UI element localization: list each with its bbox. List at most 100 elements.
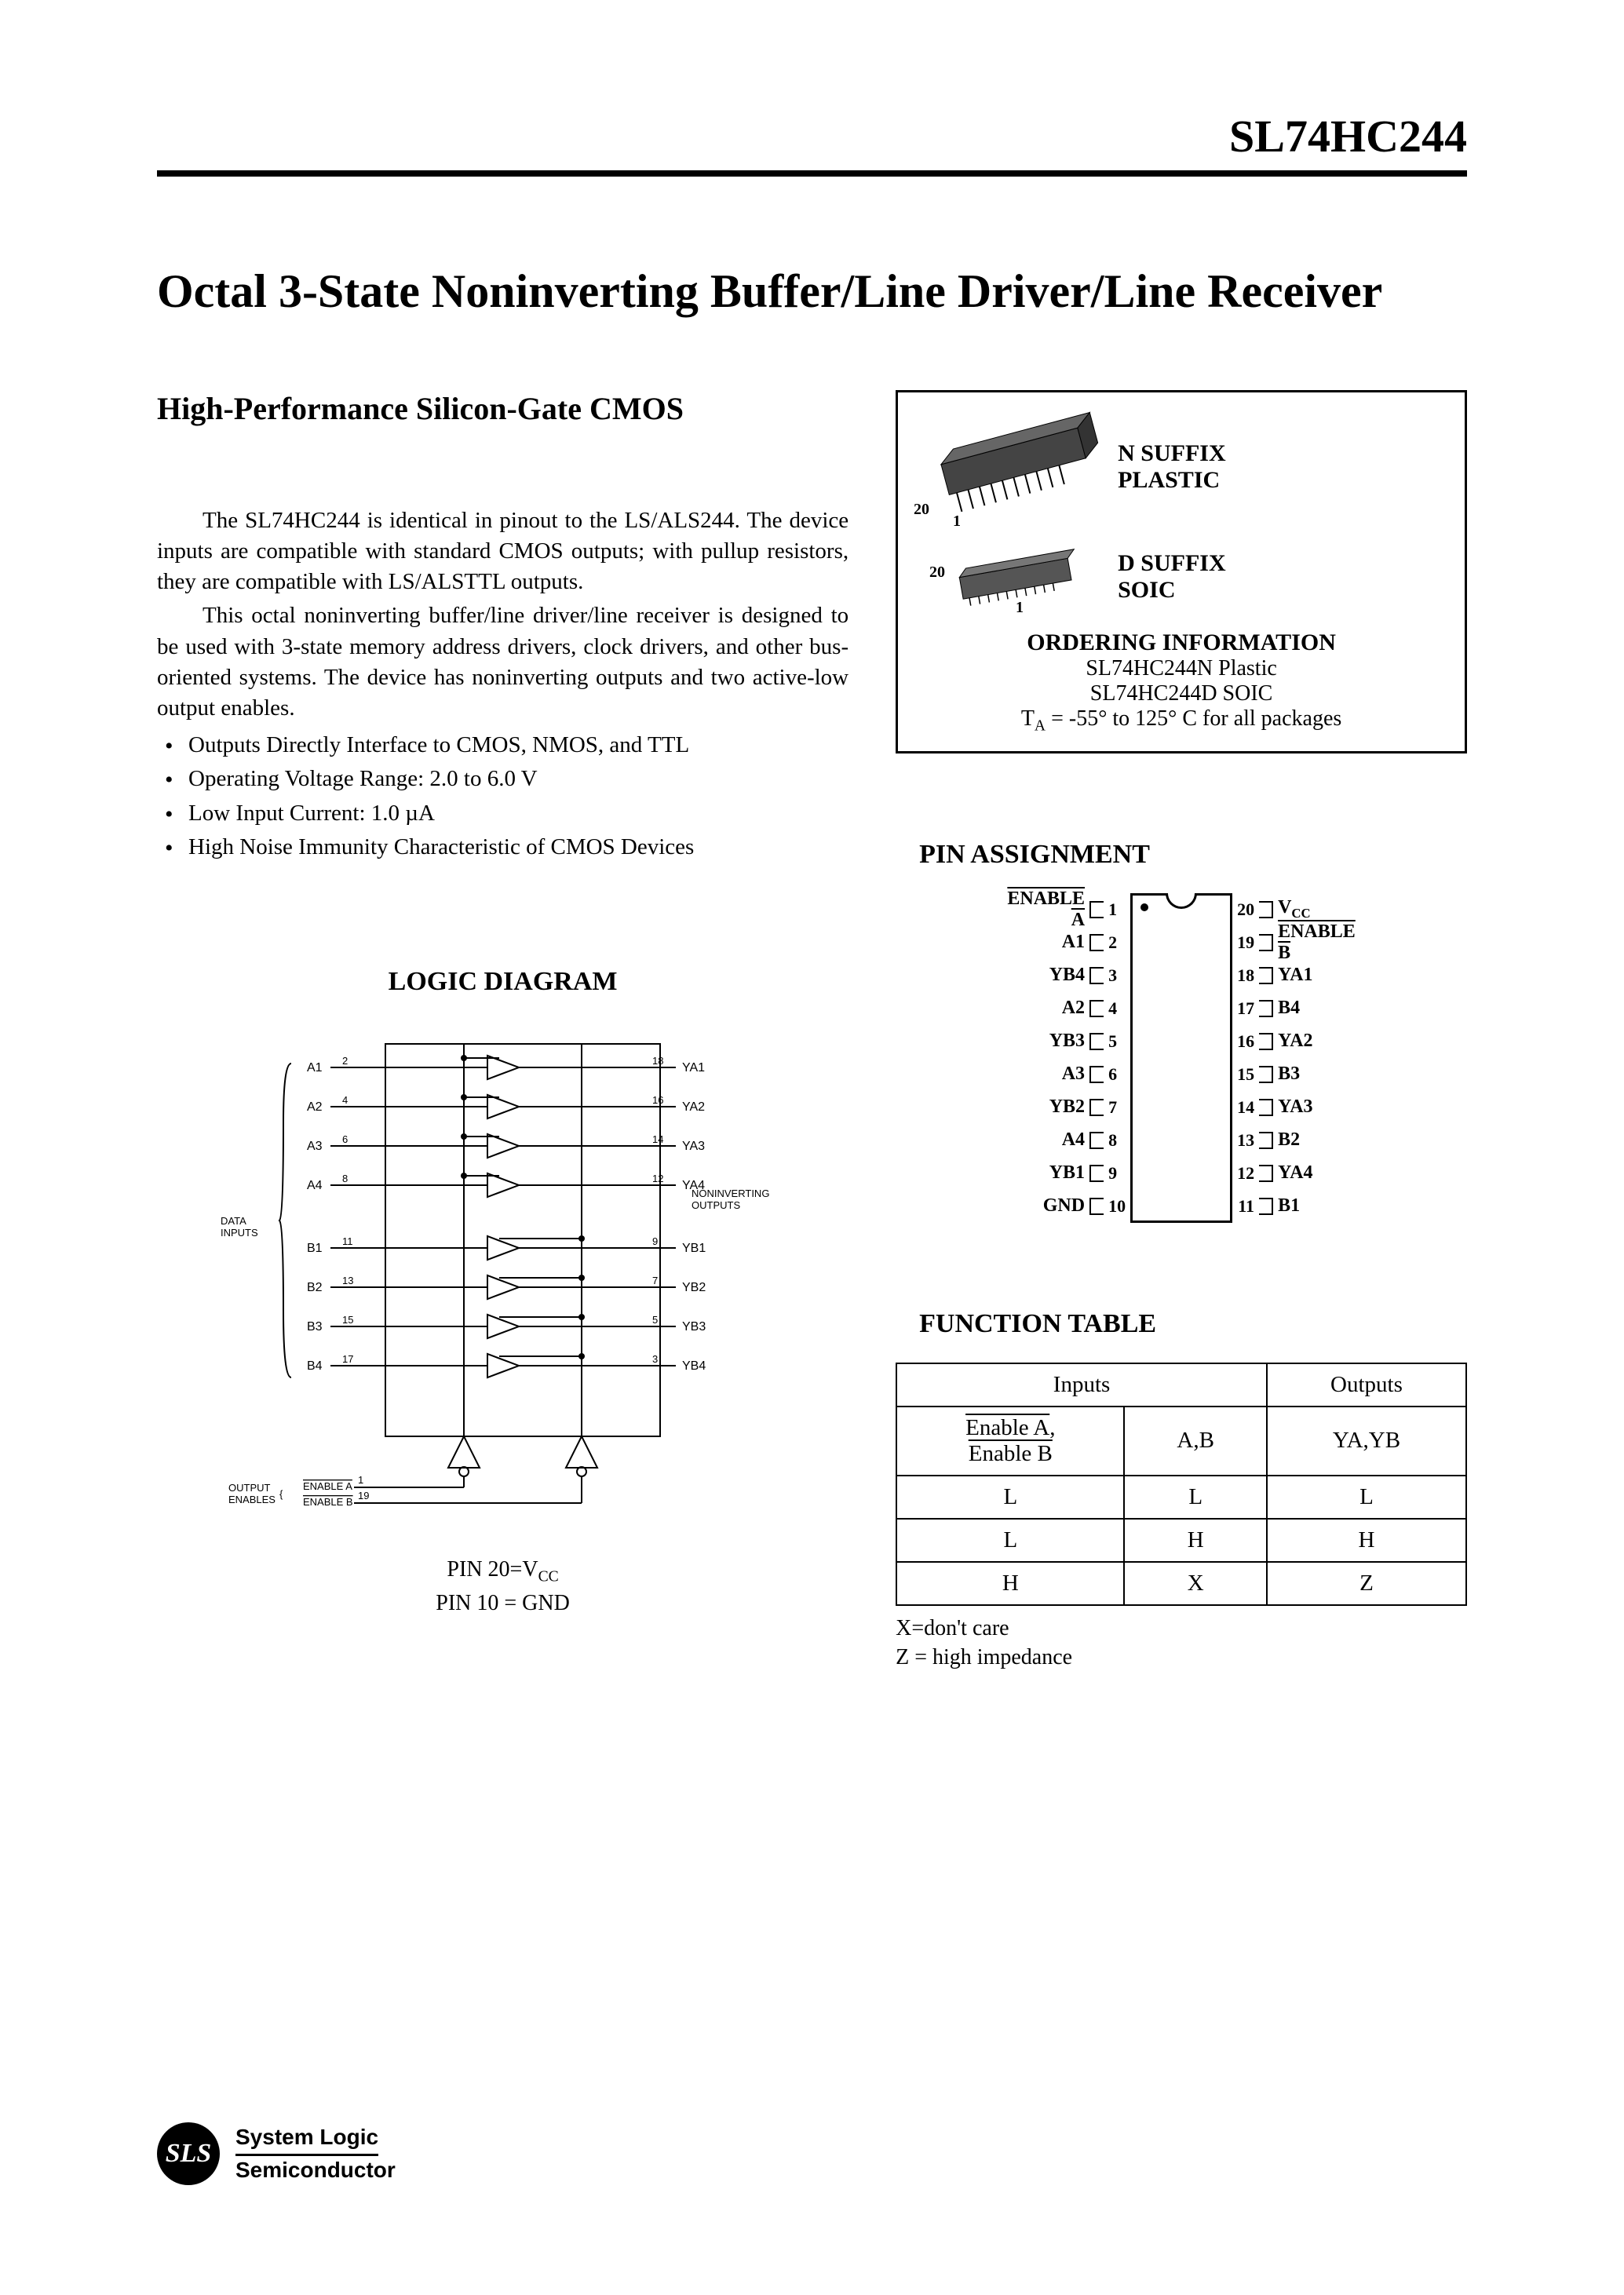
pin-row-right: 15B3: [1232, 1058, 1367, 1091]
svg-text:18: 18: [652, 1055, 663, 1067]
pin-row-right: 11B1: [1232, 1190, 1367, 1223]
svg-text:20: 20: [929, 564, 945, 581]
table-header-inputs: Inputs: [896, 1363, 1267, 1407]
pin-row-left: YB19: [995, 1157, 1130, 1190]
svg-text:16: 16: [652, 1094, 663, 1106]
svg-text:YB2: YB2: [682, 1281, 706, 1294]
feature-item: Low Input Current: 1.0 µA: [157, 797, 848, 831]
logic-caption-line1: PIN 20=VCC: [157, 1554, 848, 1588]
ordering-line1: SL74HC244N Plastic: [906, 656, 1457, 681]
footer: SLS System Logic Semiconductor: [157, 2122, 396, 2185]
svg-text:8: 8: [342, 1173, 348, 1184]
svg-text:A3: A3: [307, 1140, 323, 1153]
pin-row-right: 13B2: [1232, 1124, 1367, 1157]
svg-text:OUTPUTS: OUTPUTS: [692, 1199, 740, 1211]
table-row: HXZ: [896, 1562, 1466, 1605]
pin-row-left: A48: [995, 1124, 1130, 1157]
soic-package-icon: 20 1: [906, 534, 1110, 620]
pin-row-left: ENABLE A1: [995, 893, 1130, 926]
feature-list: Outputs Directly Interface to CMOS, NMOS…: [157, 728, 848, 865]
svg-text:A4: A4: [307, 1179, 323, 1192]
svg-text:YB1: YB1: [682, 1242, 706, 1255]
svg-text:4: 4: [342, 1094, 348, 1106]
pin-row-right: 18YA1: [1232, 959, 1367, 992]
svg-text:5: 5: [652, 1314, 658, 1326]
svg-text:19: 19: [358, 1490, 369, 1501]
svg-text:A1: A1: [307, 1061, 323, 1075]
footer-line1: System Logic: [235, 2123, 378, 2155]
pin-row-left: YB43: [995, 959, 1130, 992]
col-ab: A,B: [1124, 1407, 1266, 1476]
logic-caption: PIN 20=VCC PIN 10 = GND: [157, 1554, 848, 1618]
svg-text:3: 3: [652, 1353, 658, 1365]
svg-text:11: 11: [342, 1235, 353, 1247]
pin-row-right: 17B4: [1232, 992, 1367, 1025]
dip-package-icon: 20 1: [906, 408, 1110, 526]
pin-row-right: 19ENABLE B: [1232, 926, 1367, 959]
svg-text:B1: B1: [307, 1242, 323, 1255]
subtitle: High-Performance Silicon-Gate CMOS: [157, 390, 848, 427]
svg-text:12: 12: [652, 1173, 663, 1184]
ordering-info-heading: ORDERING INFORMATION: [906, 629, 1457, 656]
svg-text:B3: B3: [307, 1320, 323, 1334]
pin-row-left: A24: [995, 992, 1130, 1025]
logic-diagram-heading: LOGIC DIAGRAM: [157, 967, 848, 997]
svg-text:6: 6: [342, 1133, 348, 1145]
note-x: X=don't care: [896, 1614, 1467, 1644]
pin-assignment-diagram: ENABLE A1A12YB43A24YB35A36YB27A48YB19GND…: [896, 893, 1467, 1223]
col-yayb: YA,YB: [1267, 1407, 1466, 1476]
pin-row-left: YB35: [995, 1025, 1130, 1058]
svg-text:B2: B2: [307, 1281, 323, 1294]
logic-diagram-svg: .l{stroke:#000;stroke-width:2;fill:none}…: [205, 1028, 801, 1515]
feature-item: High Noise Immunity Characteristic of CM…: [157, 830, 848, 865]
ordering-box: 20 1 N SUFFIX PLASTIC: [896, 390, 1467, 753]
svg-text:DATA: DATA: [221, 1215, 246, 1227]
ordering-line2: SL74HC244D SOIC: [906, 681, 1457, 706]
svg-text:ENABLES: ENABLES: [228, 1494, 276, 1505]
ordering-line3: TA = -55° to 125° C for all packages: [906, 706, 1457, 735]
svg-text:20: 20: [914, 501, 929, 518]
svg-text:2: 2: [342, 1055, 348, 1067]
svg-text:1: 1: [953, 513, 961, 526]
svg-text:ENABLE A: ENABLE A: [303, 1480, 352, 1492]
svg-text:ENABLE B: ENABLE B: [303, 1496, 353, 1508]
svg-text:YB4: YB4: [682, 1359, 706, 1373]
function-table: Inputs Outputs Enable A,Enable B A,B YA,…: [896, 1363, 1467, 1606]
table-row: LHH: [896, 1519, 1466, 1562]
pin-row-right: 12YA4: [1232, 1157, 1367, 1190]
svg-text:A2: A2: [307, 1100, 323, 1114]
n-suffix-label: N SUFFIX PLASTIC: [1118, 440, 1226, 494]
svg-text:14: 14: [652, 1133, 663, 1145]
col-enable: Enable A: [965, 1415, 1049, 1440]
pin-assignment-heading: PIN ASSIGNMENT: [896, 840, 1467, 870]
svg-text:1: 1: [358, 1474, 363, 1486]
sls-logo: SLS: [157, 2122, 220, 2185]
svg-text:7: 7: [652, 1275, 658, 1286]
logic-diagram: .l{stroke:#000;stroke-width:2;fill:none}…: [157, 1028, 848, 1515]
svg-text:17: 17: [342, 1353, 353, 1365]
feature-item: Outputs Directly Interface to CMOS, NMOS…: [157, 728, 848, 763]
d-suffix-label: D SUFFIX SOIC: [1118, 550, 1226, 604]
main-title: Octal 3-State Noninverting Buffer/Line D…: [157, 263, 1467, 319]
paragraph-2: This octal noninverting buffer/line driv…: [157, 600, 848, 724]
function-table-heading: FUNCTION TABLE: [896, 1309, 1467, 1339]
logic-caption-line2: PIN 10 = GND: [157, 1588, 848, 1618]
description-text: The SL74HC244 is identical in pinout to …: [157, 505, 848, 724]
svg-text:YA3: YA3: [682, 1140, 705, 1153]
note-z: Z = high impedance: [896, 1643, 1467, 1673]
header-part-number: SL74HC244: [157, 110, 1467, 177]
table-row: LLL: [896, 1476, 1466, 1519]
svg-text:INPUTS: INPUTS: [221, 1227, 258, 1239]
svg-text:OUTPUT: OUTPUT: [228, 1482, 271, 1494]
svg-text:{: {: [279, 1488, 283, 1500]
table-header-outputs: Outputs: [1267, 1363, 1466, 1407]
paragraph-1: The SL74HC244 is identical in pinout to …: [157, 505, 848, 597]
pin-row-left: A36: [995, 1058, 1130, 1091]
pin-row-left: YB27: [995, 1091, 1130, 1124]
footer-line2: Semiconductor: [235, 2158, 396, 2182]
feature-item: Operating Voltage Range: 2.0 to 6.0 V: [157, 762, 848, 797]
svg-text:YA2: YA2: [682, 1100, 705, 1114]
function-table-notes: X=don't care Z = high impedance: [896, 1614, 1467, 1673]
svg-text:YB3: YB3: [682, 1320, 706, 1334]
svg-text:YA1: YA1: [682, 1061, 705, 1075]
